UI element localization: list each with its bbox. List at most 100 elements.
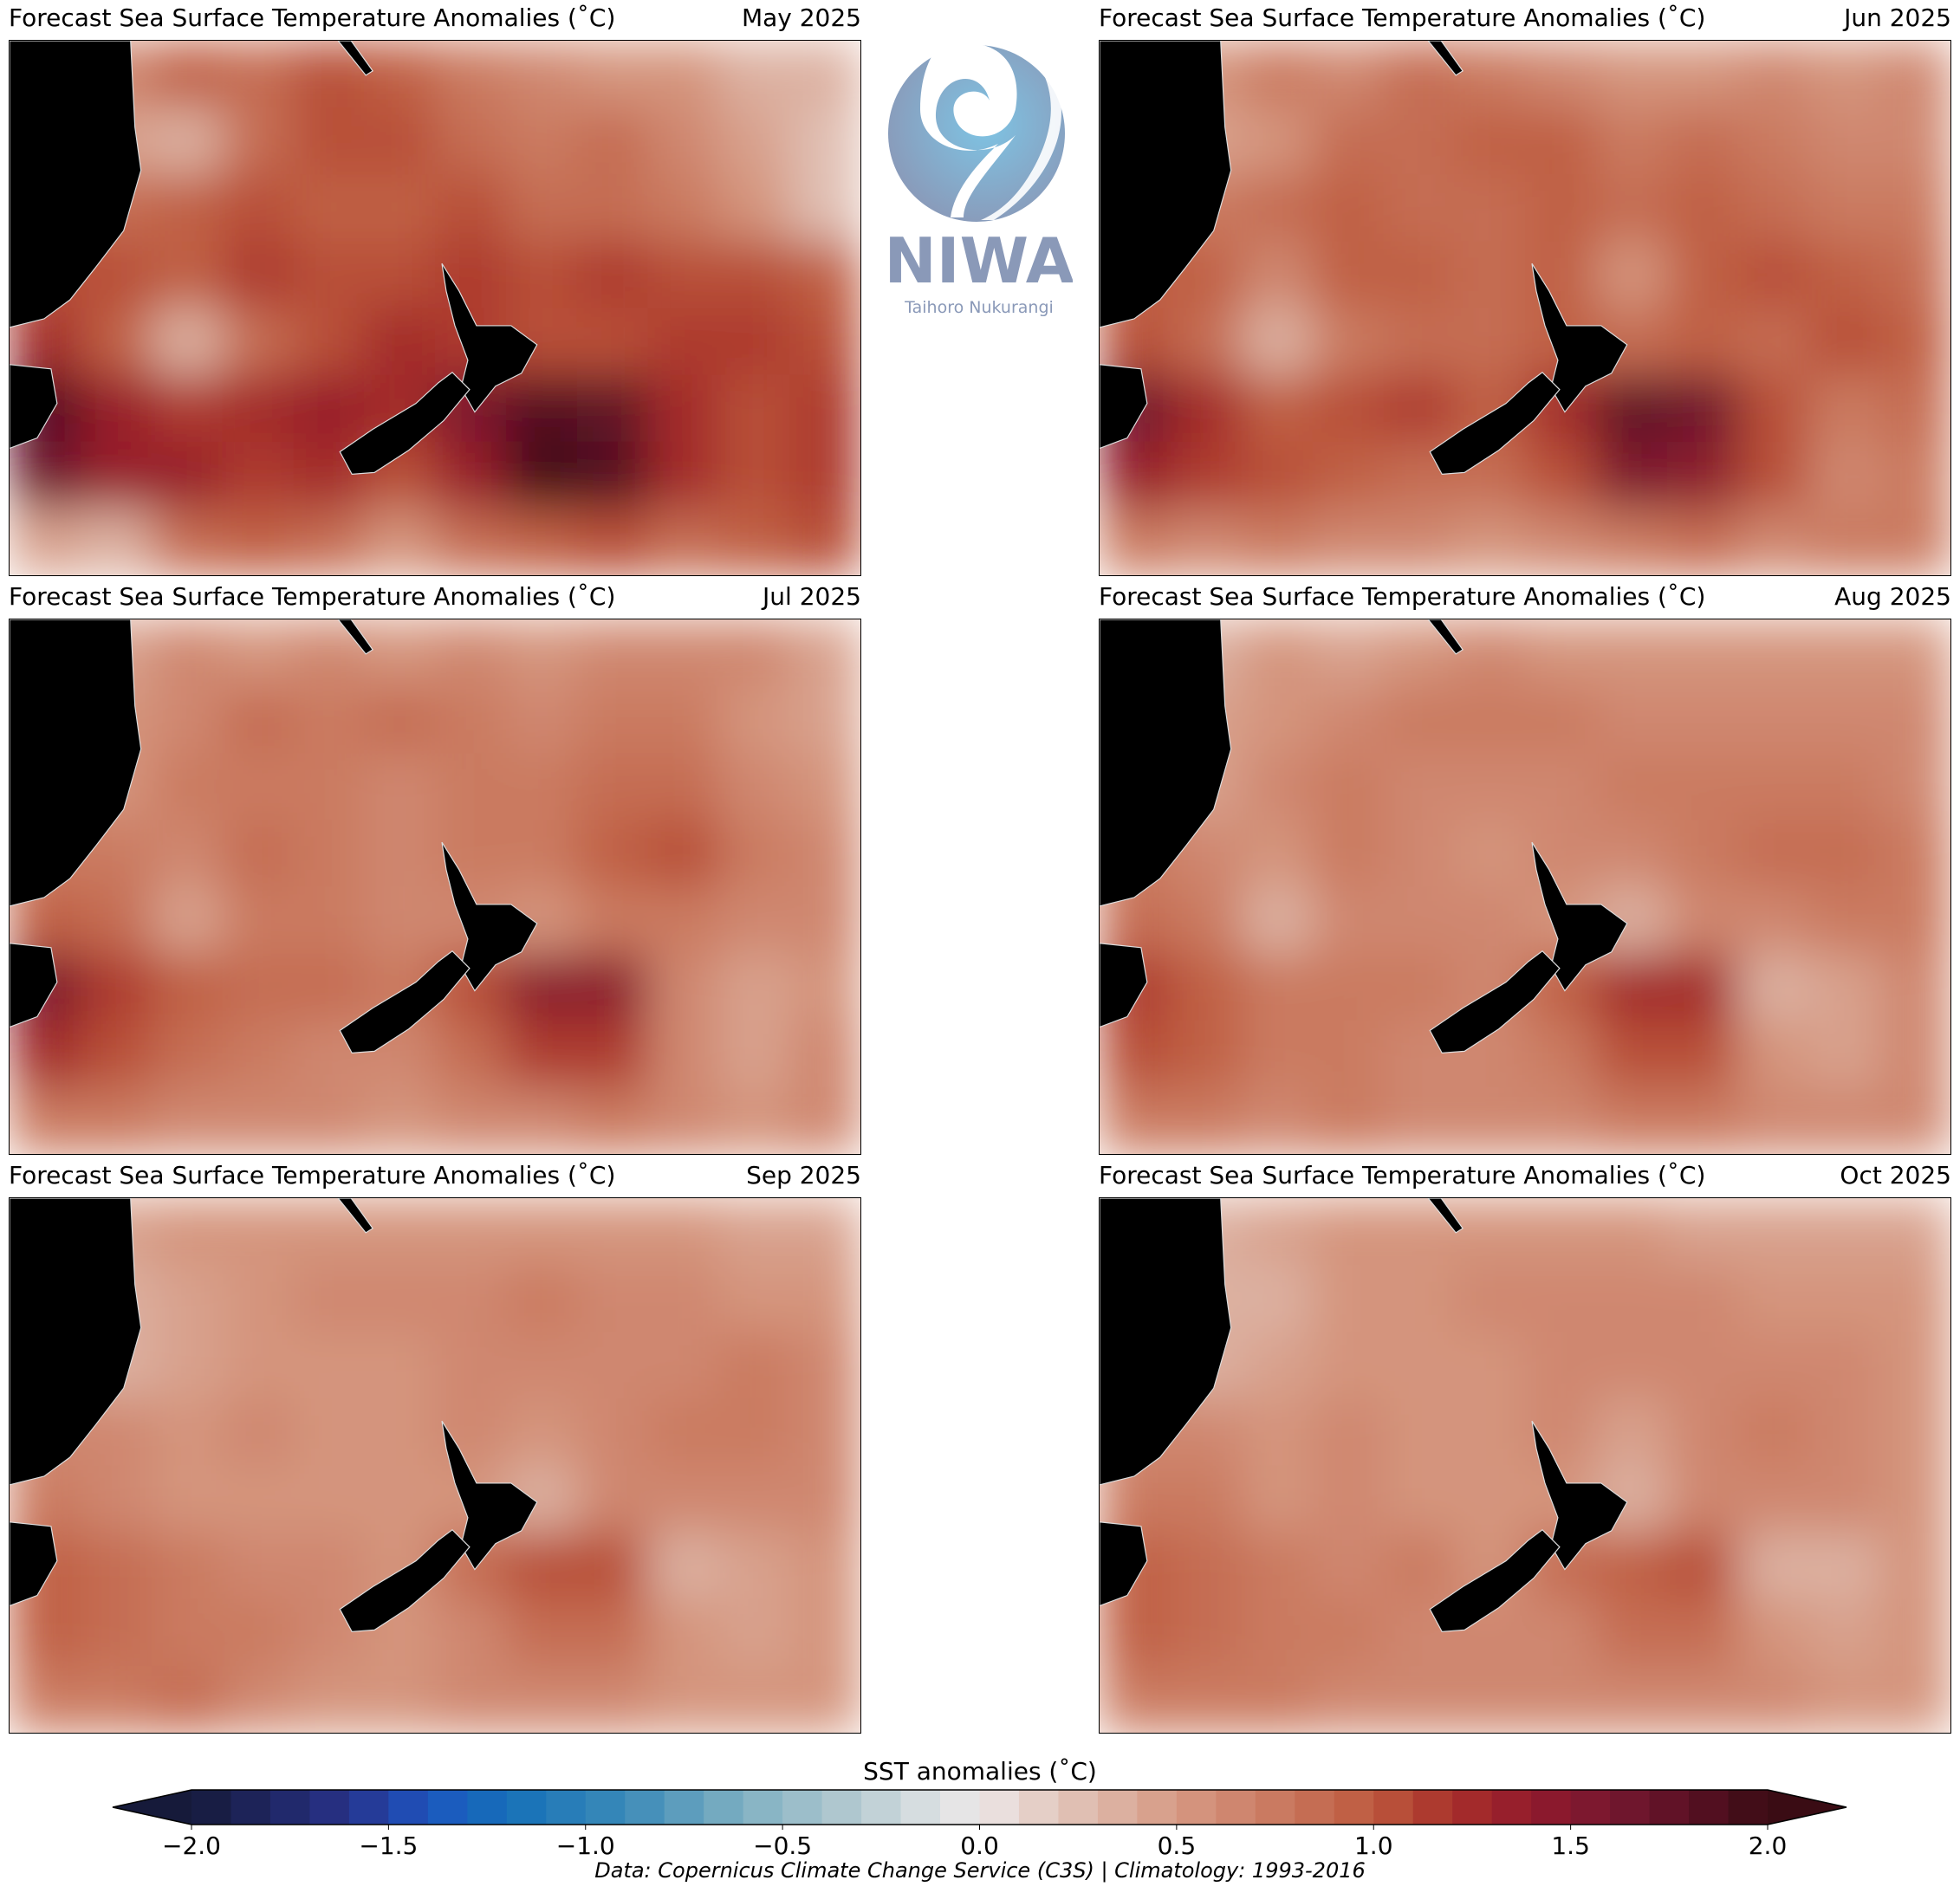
heat-cell xyxy=(576,753,649,821)
heat-cell xyxy=(1737,441,1810,509)
heat-cell xyxy=(80,886,153,955)
heat-cell xyxy=(1808,686,1881,755)
heat-cell xyxy=(576,619,649,688)
heat-cell xyxy=(1879,1332,1950,1400)
colorbar-level xyxy=(1176,1790,1217,1825)
new-caledonia-land xyxy=(337,41,374,76)
heat-cell xyxy=(789,1332,860,1400)
heat-cell xyxy=(789,441,860,509)
heat-cell xyxy=(1737,41,1810,109)
heat-cell xyxy=(789,820,860,888)
heat-cell xyxy=(1454,1465,1526,1533)
heat-cell xyxy=(576,1332,649,1400)
heat-cell xyxy=(1595,1598,1668,1667)
south-island-land xyxy=(1429,950,1561,1054)
heat-cell xyxy=(1241,107,1314,176)
heat-cell xyxy=(222,820,295,888)
heat-cell xyxy=(222,1532,295,1600)
heat-cell xyxy=(647,1665,720,1733)
heat-cell xyxy=(505,619,578,688)
heat-cell xyxy=(1312,41,1385,109)
heat-cell xyxy=(1595,686,1668,755)
heat-cell xyxy=(364,174,436,243)
heat-cell xyxy=(789,41,860,109)
heat-cell xyxy=(1737,753,1810,821)
heat-cell xyxy=(1383,174,1456,243)
heat-cell xyxy=(718,241,791,309)
niwa-logo: NIWA Taihoro Nukurangi xyxy=(886,40,1073,317)
heat-cell xyxy=(80,1665,153,1733)
heat-cell xyxy=(1737,820,1810,888)
heat-cell xyxy=(10,1086,81,1154)
colorbar-level xyxy=(940,1790,981,1825)
heat-cell xyxy=(1525,1598,1597,1667)
heat-cell xyxy=(718,1465,791,1533)
sst-map xyxy=(1099,619,1951,1155)
heat-cell xyxy=(1241,1265,1314,1333)
heat-cell xyxy=(789,308,860,376)
heat-cell xyxy=(647,1265,720,1333)
heat-cell xyxy=(80,953,153,1021)
heat-cell xyxy=(222,1020,295,1088)
heat-cell xyxy=(293,1665,366,1733)
heat-cell xyxy=(1879,1198,1950,1267)
south-island-land xyxy=(339,371,471,476)
heat-cell xyxy=(222,308,295,376)
heat-cell xyxy=(576,174,649,243)
heat-cell xyxy=(718,1398,791,1467)
heat-cell xyxy=(1383,1398,1456,1467)
colorbar-level xyxy=(1255,1790,1295,1825)
heat-cell xyxy=(435,1198,507,1267)
heat-cell xyxy=(1100,1086,1171,1154)
heat-cell xyxy=(1666,374,1739,443)
heat-cell xyxy=(222,619,295,688)
heat-cell xyxy=(647,1198,720,1267)
heat-cell xyxy=(80,1465,153,1533)
heat-cell xyxy=(718,107,791,176)
colorbar-tick-label: 1.5 xyxy=(1551,1831,1590,1860)
colorbar-level xyxy=(821,1790,862,1825)
heat-cell xyxy=(435,1086,507,1154)
heat-cell xyxy=(576,953,649,1021)
heat-cell xyxy=(1666,1465,1739,1533)
heat-cell xyxy=(1737,1398,1810,1467)
heat-cell xyxy=(435,1665,507,1733)
heat-cell xyxy=(1737,508,1810,575)
heat-cell xyxy=(1241,820,1314,888)
heat-cell xyxy=(789,686,860,755)
colorbar-tick-label: −1.5 xyxy=(359,1831,419,1860)
heat-cell xyxy=(1170,1532,1243,1600)
colorbar-level xyxy=(1058,1790,1099,1825)
logo-wordmark: NIWA xyxy=(886,224,1073,297)
heat-cell xyxy=(364,1086,436,1154)
heat-cell xyxy=(1737,686,1810,755)
heat-cell xyxy=(1241,1398,1314,1467)
heat-cell xyxy=(1312,1198,1385,1267)
heat-cell xyxy=(435,1020,507,1088)
heat-cell xyxy=(1312,1665,1385,1733)
tasmania-land xyxy=(1100,943,1148,1028)
heat-cell xyxy=(1100,1665,1171,1733)
colorbar-level xyxy=(506,1790,547,1825)
heat-cell xyxy=(1383,1086,1456,1154)
heat-cell xyxy=(151,953,224,1021)
heat-cell xyxy=(151,753,224,821)
heat-cell xyxy=(505,1020,578,1088)
forecast-panel: Forecast Sea Surface Temperature Anomali… xyxy=(9,3,861,576)
heat-cell xyxy=(1595,1332,1668,1400)
heat-cell xyxy=(222,1398,295,1467)
heat-cell xyxy=(293,107,366,176)
heat-cell xyxy=(1241,308,1314,376)
heat-cell xyxy=(1808,441,1881,509)
heat-cell xyxy=(1312,1265,1385,1333)
heat-cell xyxy=(1454,1398,1526,1467)
heat-cell xyxy=(1808,107,1881,176)
sst-map xyxy=(1099,1197,1951,1734)
heat-cell xyxy=(1595,1265,1668,1333)
heat-cell xyxy=(505,1532,578,1600)
heat-cell xyxy=(222,1265,295,1333)
heat-cell xyxy=(1666,1198,1739,1267)
heat-cell xyxy=(1808,953,1881,1021)
heat-cell xyxy=(789,1398,860,1467)
heat-cell xyxy=(1737,107,1810,176)
